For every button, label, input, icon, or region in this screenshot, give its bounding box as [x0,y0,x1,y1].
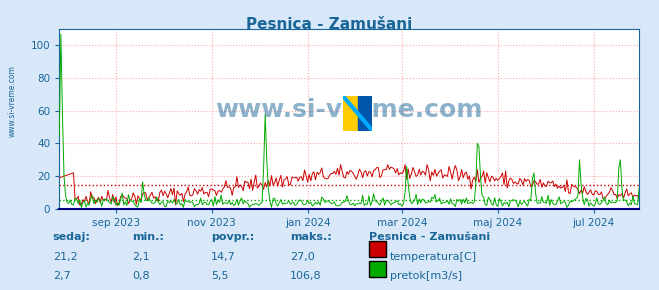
Text: temperatura[C]: temperatura[C] [390,252,477,262]
Text: 2,1: 2,1 [132,252,150,262]
Text: 5,5: 5,5 [211,271,229,281]
Text: 0,8: 0,8 [132,271,150,281]
Text: min.:: min.: [132,232,163,242]
Text: pretok[m3/s]: pretok[m3/s] [390,271,462,281]
Text: maks.:: maks.: [290,232,331,242]
Text: www.si-vreme.com: www.si-vreme.com [8,66,17,137]
Text: 14,7: 14,7 [211,252,236,262]
Bar [358,96,372,130]
Text: 2,7: 2,7 [53,271,71,281]
Text: 21,2: 21,2 [53,252,78,262]
Text: www.si-vreme.com: www.si-vreme.com [215,98,483,122]
Text: Pesnica - Zamušani: Pesnica - Zamušani [369,232,490,242]
Text: 106,8: 106,8 [290,271,322,281]
Text: sedaj:: sedaj: [53,232,90,242]
Text: 27,0: 27,0 [290,252,315,262]
Text: Pesnica - Zamušani: Pesnica - Zamušani [246,17,413,32]
Text: povpr.:: povpr.: [211,232,254,242]
Bar [343,96,358,130]
